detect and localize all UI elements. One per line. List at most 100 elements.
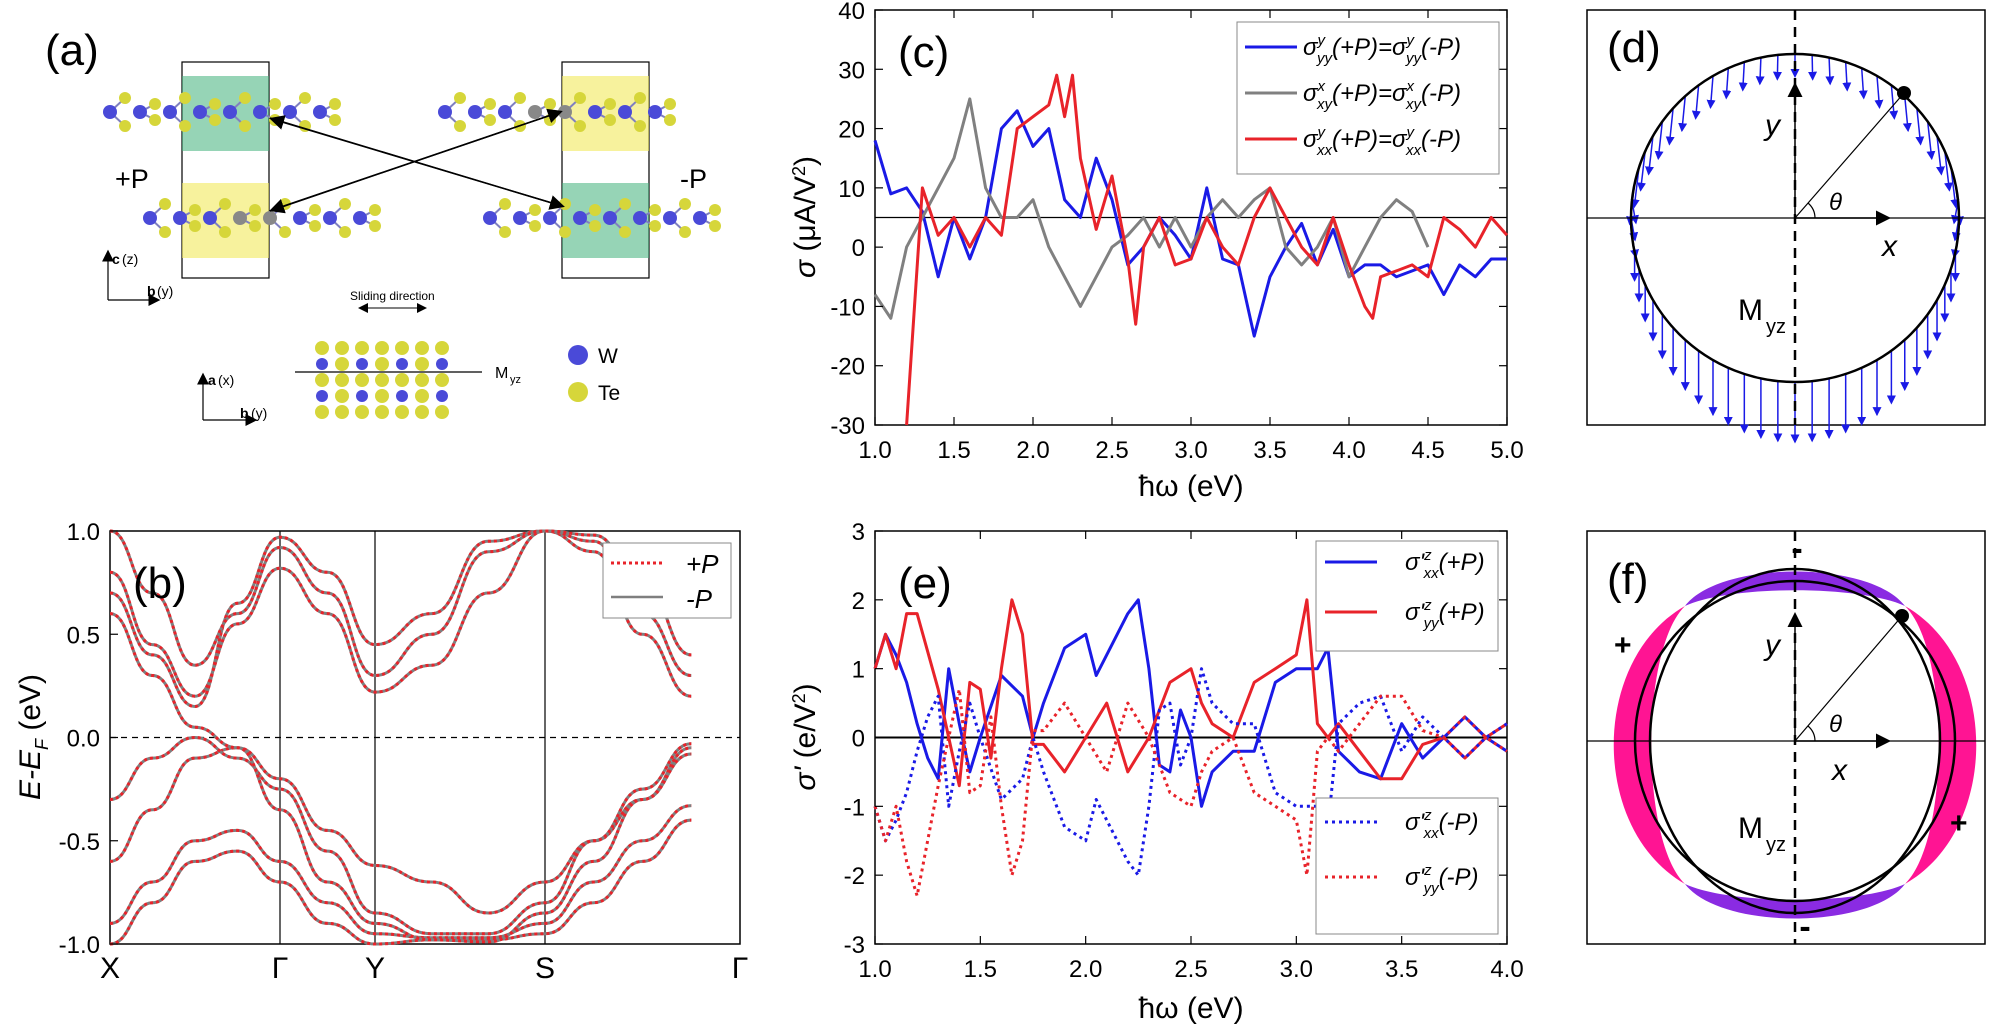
d-radius	[1794, 92, 1905, 219]
te-atom	[574, 120, 586, 132]
te-atom	[454, 92, 466, 104]
w-atom	[103, 105, 117, 119]
e-xtick-label: 1.0	[858, 956, 891, 983]
d-field-arrow	[1926, 121, 1936, 161]
frame-f	[1586, 530, 1986, 945]
e-series-line-0	[873, 598, 1508, 808]
w-atom	[483, 211, 497, 225]
te-atom	[189, 220, 201, 232]
b-ytick-label: -1.0	[59, 932, 100, 959]
arrow-cross-2b	[269, 111, 561, 214]
e-xtick-label: 3.0	[1280, 956, 1313, 983]
w-atom	[143, 211, 157, 225]
te-atom	[339, 198, 351, 210]
top-te-atom	[435, 373, 449, 387]
top-w-atom	[436, 358, 448, 370]
legend-te-label: Te	[598, 382, 620, 405]
top-w-atom	[356, 390, 368, 402]
te-atom	[309, 204, 321, 216]
top-te-atom	[395, 373, 409, 387]
band-plus-p-4	[109, 612, 692, 944]
axis-a-label: a	[208, 372, 216, 388]
d-field-arrow	[1825, 57, 1835, 86]
e-ytick-label: -2	[844, 863, 865, 890]
e-series-line-3	[873, 687, 1508, 898]
te-atom	[119, 92, 131, 104]
te-atom	[279, 226, 291, 238]
te-atom	[239, 120, 251, 132]
panel-d: (d) y x θ M yz	[1586, 9, 1986, 444]
panel-a-label: (a)	[45, 26, 99, 75]
c-axes: 1.0 1.5 2.0 2.5 3.0 3.5 4.0 4.5 5.0 -30 -20 -10 0 10 2…	[830, 0, 1523, 464]
top-te-atom	[335, 373, 349, 387]
d-field-arrow	[1654, 121, 1664, 161]
w-atom	[513, 211, 527, 225]
e-legend-label-1: σ'z yy(+P)	[1405, 597, 1485, 632]
top-te-atom	[355, 341, 369, 355]
te-atom	[619, 226, 631, 238]
top-te-atom	[315, 373, 329, 387]
te-atom	[484, 98, 496, 110]
minus-p-label: -P	[680, 164, 707, 194]
w-atom	[223, 105, 237, 119]
te-atom	[249, 220, 261, 232]
te-atom	[514, 92, 526, 104]
w-atom	[323, 211, 337, 225]
b-kpoint-label: Y	[365, 952, 385, 985]
top-te-atom	[435, 341, 449, 355]
e-xtick-label: 2.5	[1174, 956, 1207, 983]
top-te-atom	[375, 341, 389, 355]
axis-b2-label: b	[240, 405, 249, 421]
e-ytick-label: -3	[844, 932, 865, 959]
f-theta-label: θ	[1829, 711, 1842, 738]
f-mirror-label: M	[1738, 812, 1763, 845]
c-xtick-label: 4.0	[1332, 437, 1365, 464]
d-field-arrow	[1842, 61, 1852, 92]
f-radius	[1794, 615, 1903, 742]
d-field-arrow	[1808, 54, 1818, 81]
b-kpoint-label: S	[535, 952, 555, 985]
c-ytick-label: 40	[838, 0, 865, 25]
panel-c-label: (c)	[898, 28, 949, 77]
w-atom	[498, 105, 512, 119]
te-atom	[249, 204, 261, 216]
c-xtick-label: 5.0	[1490, 437, 1523, 464]
te-atom	[544, 98, 556, 110]
te-atom	[634, 92, 646, 104]
d-field-arrow	[1678, 96, 1688, 133]
te-atom	[299, 92, 311, 104]
c-ytick-label: 20	[838, 117, 865, 144]
w-atom	[693, 211, 707, 225]
legend-box-b	[602, 542, 732, 619]
panel-a: (a) +P -P c (z) b (y) Sliding direction …	[45, 26, 721, 426]
top-te-atom	[375, 357, 389, 371]
top-te-atom	[415, 389, 429, 403]
te-atom	[159, 226, 171, 238]
te-atom	[634, 120, 646, 132]
w-atom	[203, 211, 217, 225]
top-w-atom	[316, 358, 328, 370]
top-te-atom	[315, 405, 329, 419]
c-series	[873, 73, 1509, 426]
legend-box-e-top	[1315, 540, 1499, 652]
panel-b-label: (b)	[133, 559, 187, 608]
ylabel-e-text: σ' (e/V2)	[789, 683, 822, 790]
e-xtick-label: 3.5	[1385, 956, 1418, 983]
te-atom	[339, 226, 351, 238]
band-plus-p-5	[109, 529, 692, 709]
c-ytick-label: 0	[852, 235, 865, 262]
legend-b-plus-label: +P	[686, 549, 719, 579]
b-ytick-label: 1.0	[67, 519, 100, 546]
top-te-atom	[415, 405, 429, 419]
band-lines	[109, 529, 740, 946]
top-te-atom	[335, 341, 349, 355]
w-atom	[353, 211, 367, 225]
e-axes: 1.0 1.5 2.0 2.5 3.0 3.5 4.0 -3 -2 -1 0 1 2 3	[844, 519, 1524, 983]
top-te-atom	[375, 389, 389, 403]
top-te-atom	[415, 357, 429, 371]
top-w-atom	[356, 358, 368, 370]
b-kpoint-label: Γ	[272, 952, 289, 985]
band-minus-p-2	[109, 746, 692, 915]
c-xtick-label: 3.5	[1253, 437, 1286, 464]
ylabel-b-text: E-EF (eV)	[14, 674, 52, 800]
